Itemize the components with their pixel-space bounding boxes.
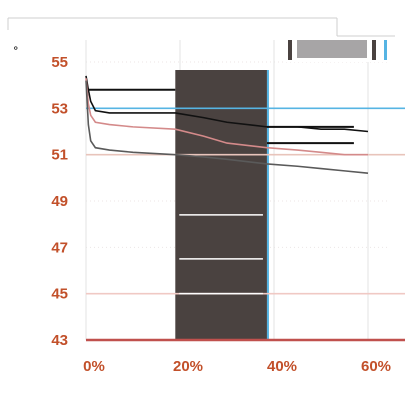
series-line [85, 80, 369, 174]
y-tick-label: 53 [51, 100, 68, 117]
y-tick-label: 43 [51, 332, 68, 349]
x-tick-label: 40% [267, 358, 297, 375]
x-tick-label: 60% [361, 358, 391, 375]
series-line [85, 78, 368, 156]
y-tick-label: 51 [51, 147, 68, 164]
x-tick-label: 0% [83, 358, 105, 375]
series-lines [85, 75, 369, 174]
y-tick-label: 49 [51, 193, 68, 210]
shaded-region [175, 70, 269, 340]
legend-swatch-accent [384, 40, 387, 60]
legend [285, 40, 387, 62]
y-tick-label: 47 [51, 239, 68, 256]
legend-swatch-border [372, 40, 376, 60]
x-axis-ticks: 0% 20% 40% 60% [83, 358, 391, 375]
series-labels [179, 214, 263, 295]
chart-frame [7, 17, 395, 37]
x-tick-label: 20% [173, 358, 203, 375]
shaded-band [175, 70, 267, 340]
legend-swatch-border [288, 40, 292, 60]
y-axis-ticks: 55 53 51 49 47 45 43 [51, 54, 68, 349]
series-segments [88, 88, 354, 145]
y-tick-label: 55 [51, 54, 68, 71]
y-axis-label: ° [13, 46, 25, 50]
y-tick-label: 45 [51, 286, 68, 303]
series-line [85, 75, 369, 133]
legend-swatch [297, 40, 367, 58]
